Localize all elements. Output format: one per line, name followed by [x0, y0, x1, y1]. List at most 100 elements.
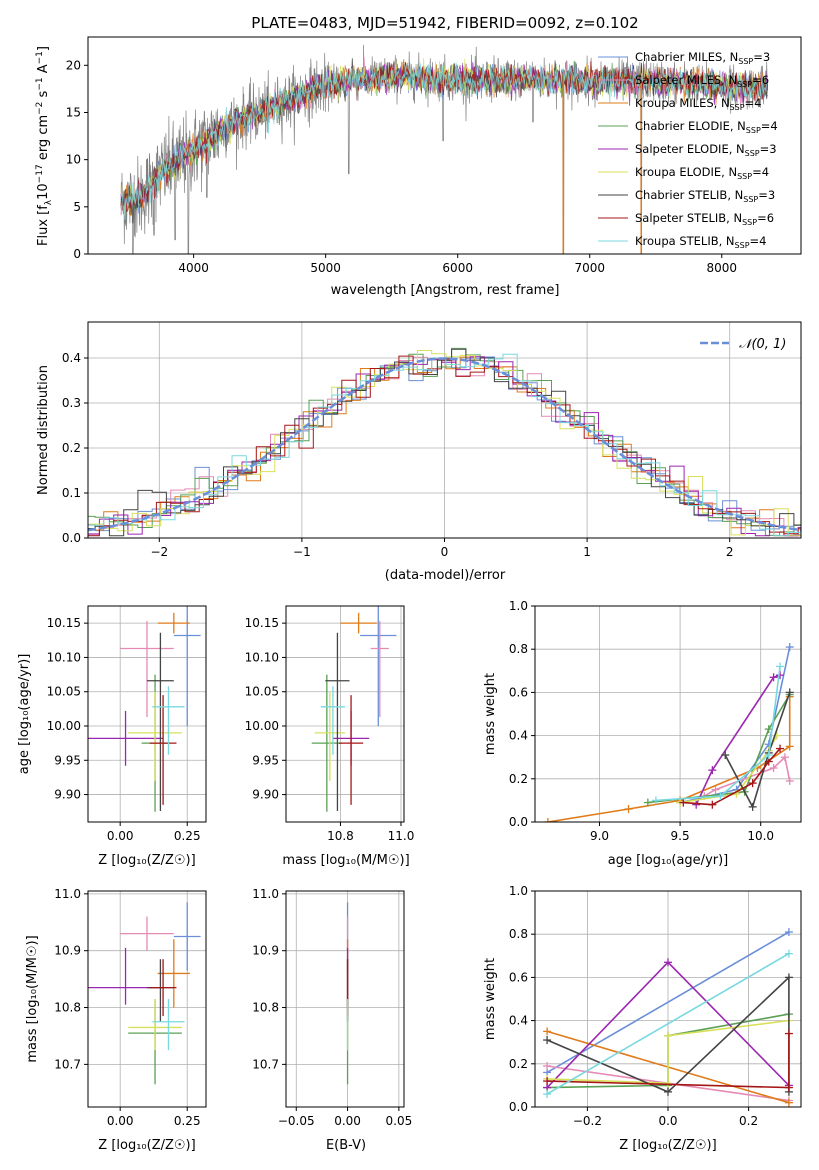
- spectrum-ylabel-part: λ: [44, 199, 54, 205]
- x-tick-label: 7000: [574, 261, 605, 275]
- y-tick-label: 10.8: [54, 1001, 81, 1015]
- y-tick-label: 0.1: [62, 486, 81, 500]
- legend-text: =3: [760, 142, 777, 156]
- y-tick-label: 0.4: [62, 351, 81, 365]
- legend-entry: Salpeter ELODIE, NSSP=3: [635, 142, 777, 158]
- x-tick-label: 9.0: [590, 829, 609, 843]
- massweight-lines: [543, 928, 793, 1107]
- massZ-xlabel: Z [log₁₀(Z/Z☉)]: [98, 1138, 195, 1153]
- x-tick-label: 9.5: [671, 829, 690, 843]
- spectrum-ylabel-part: ]: [36, 46, 51, 51]
- y-tick-label: 10.9: [252, 944, 279, 958]
- spectrum-ylabel-part: erg cm: [36, 115, 51, 164]
- massweight-series: [546, 931, 790, 1074]
- x-tick-label: 8000: [707, 261, 738, 275]
- massZ-ylabel: mass [log₁₀(M/M☉)]: [25, 935, 40, 1062]
- y-tick-label: 10.05: [245, 685, 279, 699]
- y-tick-label: 0.8: [509, 642, 528, 656]
- x-tick-label: 5000: [310, 261, 341, 275]
- x-tick-label: −0.05: [278, 1114, 315, 1128]
- x-tick-label: 10.0: [747, 829, 774, 843]
- figure-title: PLATE=0483, MJD=51942, FIBERID=0092, z=0…: [251, 14, 638, 32]
- legend-text: Kroupa STELIB, N: [635, 234, 735, 248]
- legend-entry: Kroupa ELODIE, NSSP=4: [635, 165, 769, 181]
- massweight-lines: [543, 643, 794, 822]
- y-tick-label: 10.10: [47, 650, 81, 664]
- legend-text: SSP: [746, 126, 761, 135]
- legend-text: =4: [750, 234, 767, 248]
- y-tick-label: 9.90: [54, 788, 81, 802]
- legend-text: Salpeter STELIB, N: [635, 211, 742, 225]
- hist-ylabel: Normed distribution: [36, 365, 51, 495]
- x-tick-label: 4000: [178, 261, 209, 275]
- x-tick-label: 0.00: [107, 1114, 134, 1128]
- legend-text: =3: [753, 50, 770, 64]
- x-tick-label: −1: [293, 545, 311, 559]
- spectrum-ylabel-part: A: [36, 64, 51, 77]
- spectrum-ylabel-part: −1: [35, 51, 45, 64]
- legend-entry: Chabrier STELIB, NSSP=3: [635, 188, 775, 204]
- legend-text: Kroupa MILES, N: [635, 96, 730, 110]
- legend-entry: Chabrier ELODIE, NSSP=4: [635, 119, 778, 135]
- y-tick-label: 9.90: [252, 788, 279, 802]
- legend-text: SSP: [742, 218, 757, 227]
- x-tick-label: 0.25: [174, 1114, 201, 1128]
- legend-text: =4: [752, 165, 769, 179]
- ageZ-xlabel: Z [log₁₀(Z/Z☉)]: [98, 853, 195, 868]
- y-tick-label: 9.95: [54, 753, 81, 767]
- legend-text: =6: [752, 73, 769, 87]
- axes-frame: [285, 890, 405, 1108]
- y-tick-label: 10.7: [54, 1057, 81, 1071]
- y-tick-label: 10.8: [252, 1001, 279, 1015]
- residual-histogram-panel: −2 −1 0 1 2 0.0 0.1 0.2 0.3 0.4: [62, 321, 802, 559]
- y-tick-label: 0.2: [509, 772, 528, 786]
- y-tick-label: 1.0: [509, 884, 528, 898]
- x-tick-label: 1: [583, 545, 591, 559]
- y-tick-label: 11.0: [252, 887, 279, 901]
- y-tick-label: 9.95: [252, 753, 279, 767]
- age-vs-mass-panel: 10.8 11.0 9.90 9.95 10.00 10.05 10.10 10.15: [245, 605, 414, 843]
- legend-text: SSP: [738, 57, 753, 66]
- spectrum-lines: [120, 44, 769, 254]
- y-tick-label: 1.0: [509, 599, 528, 613]
- x-tick-label: 0: [441, 545, 449, 559]
- legend-text: Kroupa ELODIE, N: [635, 165, 737, 179]
- massweight-series: [547, 1019, 789, 1085]
- y-tick-label: 0.0: [509, 1100, 528, 1114]
- y-tick-label: 10.00: [245, 719, 279, 733]
- spectrum-ylabel-part: −17: [35, 164, 45, 183]
- spectrum-ylabel-part: 10: [36, 183, 51, 200]
- y-tick-label: 10.15: [47, 616, 81, 630]
- model-spectrum-line: [120, 57, 768, 216]
- y-tick-label: 0.2: [509, 1057, 528, 1071]
- legend-text: SSP: [745, 149, 760, 158]
- model-spectrum-line: [120, 61, 768, 212]
- legend-text: Salpeter MILES, N: [635, 73, 737, 87]
- legend-text: SSP: [737, 172, 752, 181]
- errorbars: [311, 606, 397, 812]
- gaussian-curve: [88, 357, 801, 532]
- y-tick-label: 0.0: [62, 531, 81, 545]
- y-tick-label: 0.6: [509, 970, 528, 984]
- errorbars: [88, 902, 201, 1085]
- hist-legend-label: 𝒩(0, 1): [739, 337, 786, 352]
- hist-legend: 𝒩(0, 1): [700, 337, 786, 352]
- legend-text: Chabrier ELODIE, N: [635, 119, 746, 133]
- y-tick-label: 10.00: [47, 719, 81, 733]
- y-tick-label: 0.4: [509, 729, 528, 743]
- legend-text: =6: [757, 211, 774, 225]
- legend-text: SSP: [743, 195, 758, 204]
- mass-vs-ebv-panel: −0.05 0.00 0.05 10.7 10.8 10.9 11.0: [252, 887, 412, 1128]
- x-tick-label: 0.05: [386, 1114, 413, 1128]
- spectrum-ylabel-part: −1: [35, 77, 45, 90]
- legend-text: Chabrier STELIB, N: [635, 188, 743, 202]
- massweight-series: [695, 674, 781, 806]
- massweight-series: [655, 666, 781, 802]
- histogram-series: [88, 355, 801, 537]
- hist-xlabel: (data-model)/error: [385, 568, 506, 583]
- massweight-vs-age-panel: 9.0 9.5 10.0 0.0 0.2 0.4 0.6 0.8 1.0: [509, 599, 802, 843]
- axes-frame: [285, 605, 405, 823]
- y-tick-label: 10.05: [47, 685, 81, 699]
- y-tick-label: 11.0: [54, 887, 81, 901]
